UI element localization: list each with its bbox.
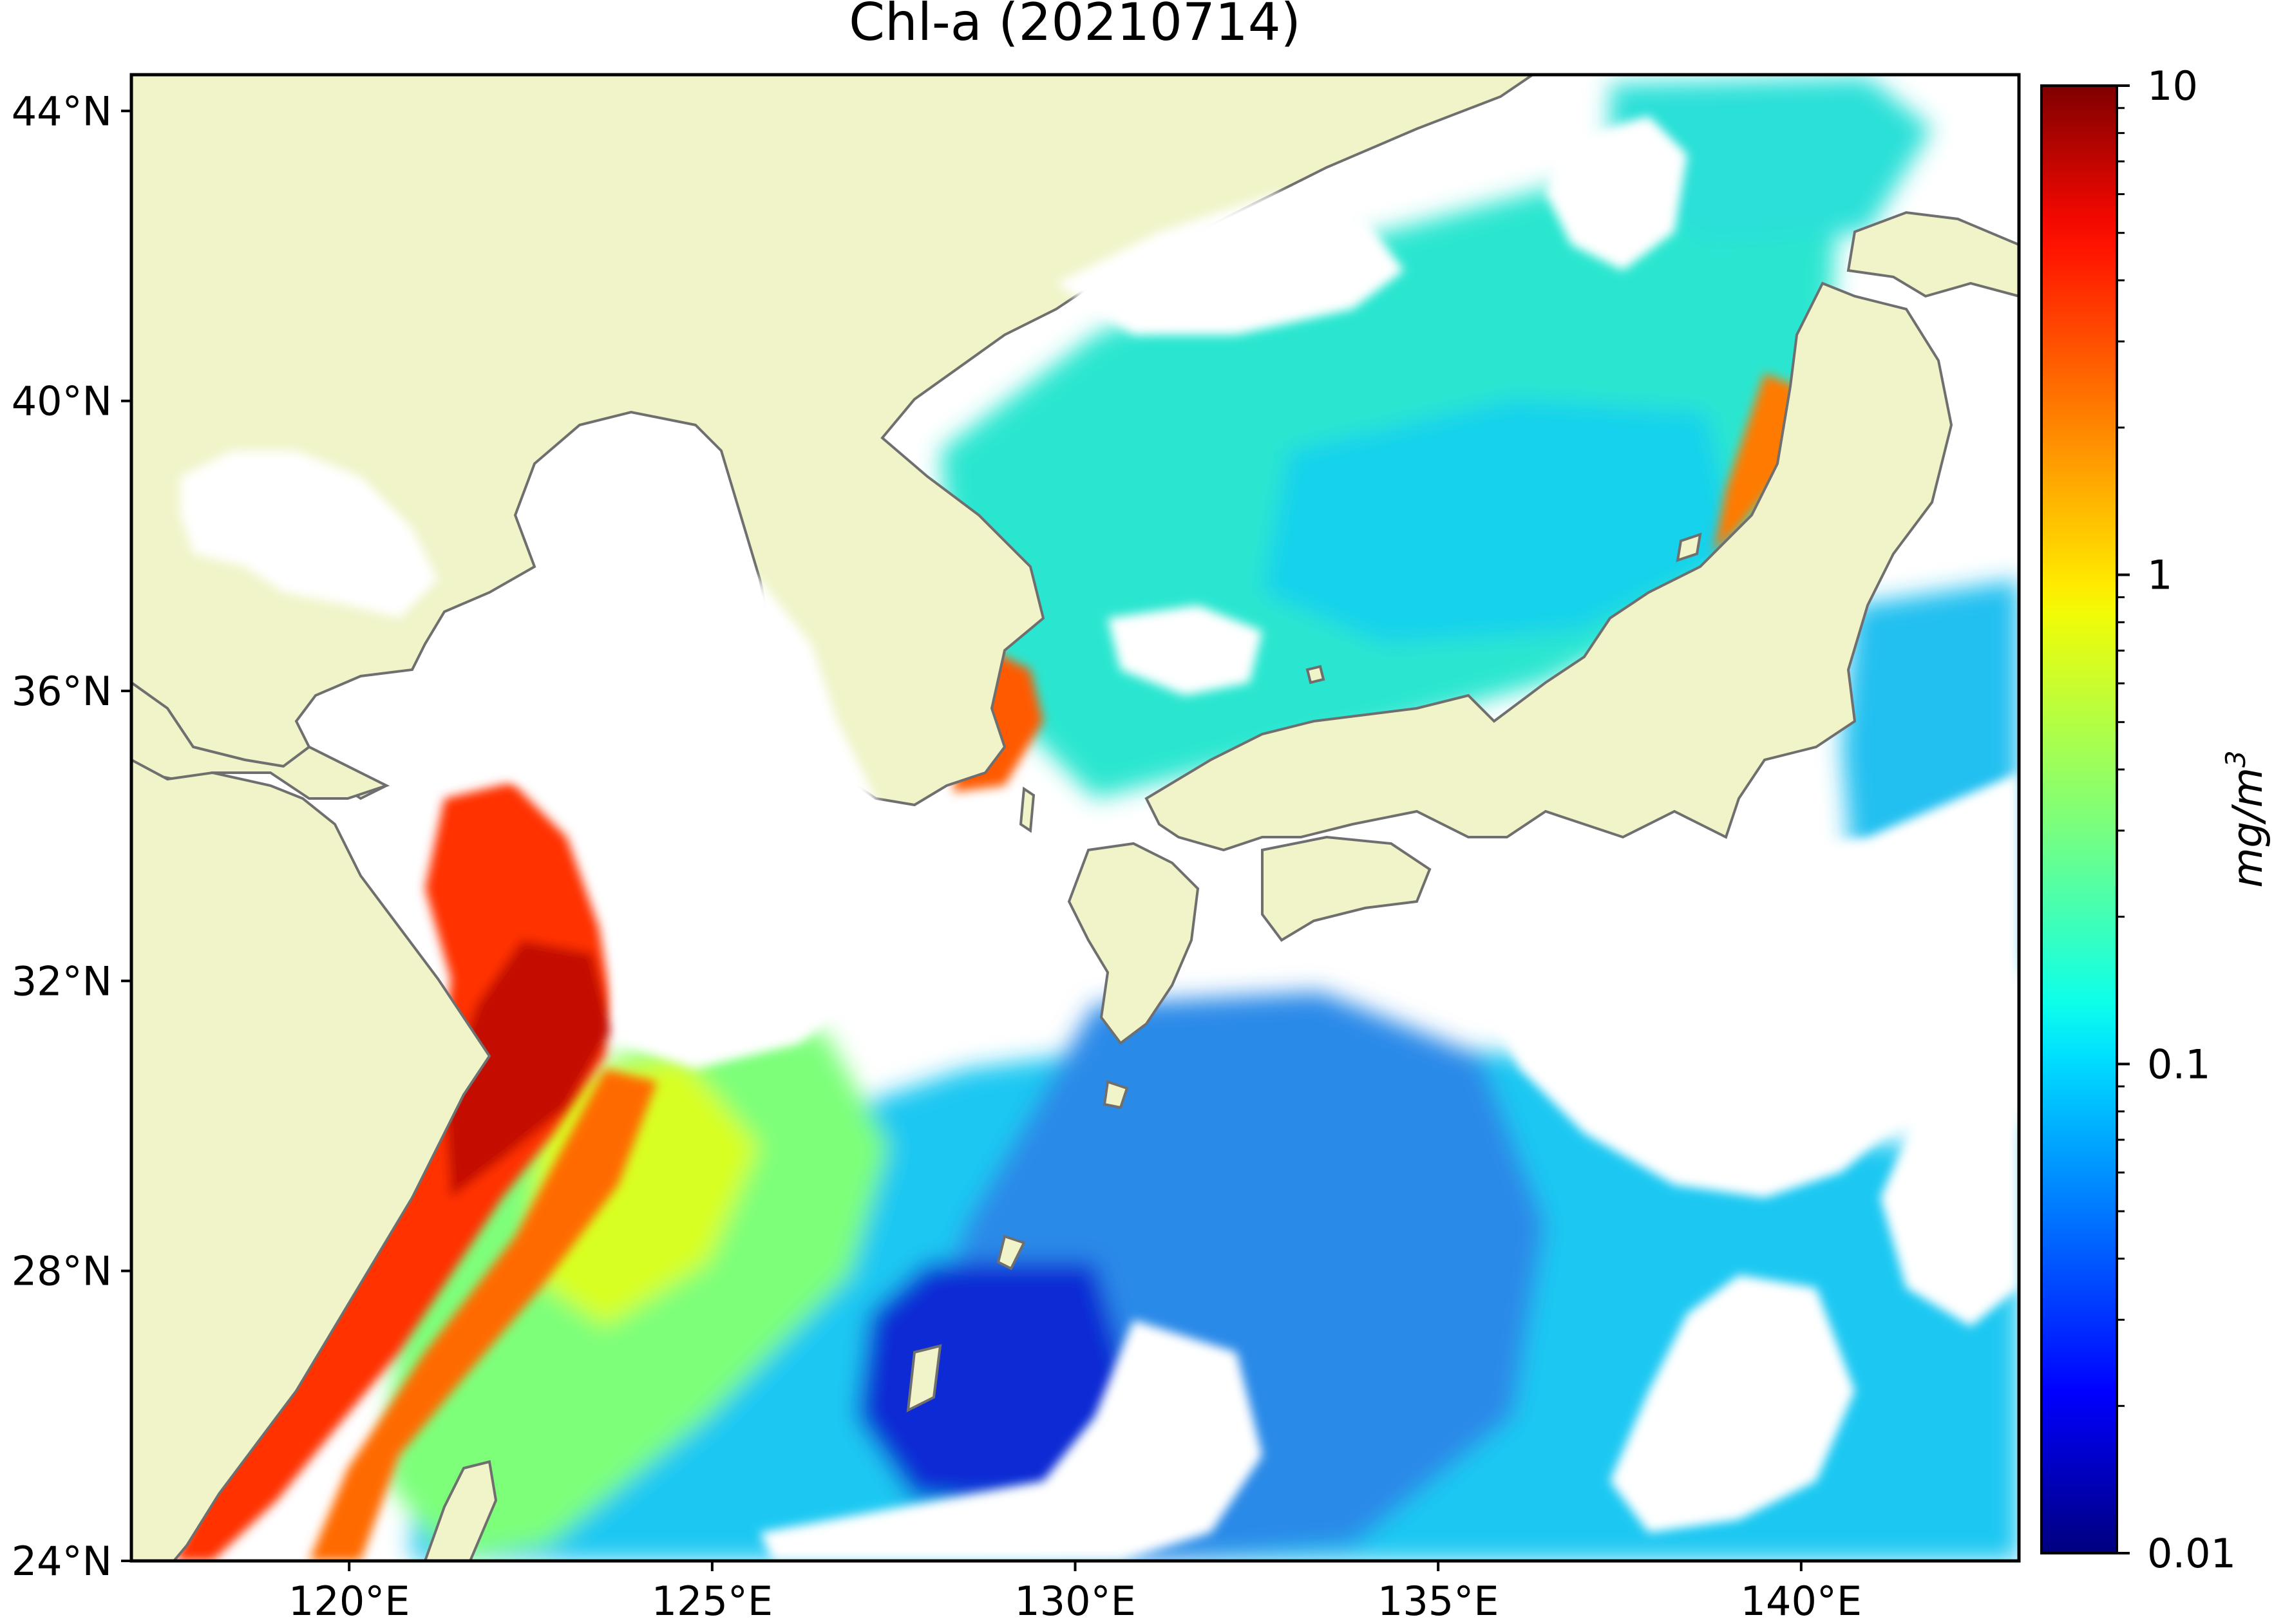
land-okinawa [906, 1344, 942, 1413]
colorbar: 10 1 0.1 0.01 mg/m3 [2040, 62, 2272, 1577]
colorbar-tick-label: 10 [2147, 62, 2198, 109]
land-taiwan [423, 1460, 498, 1561]
land-tsushima [1019, 786, 1036, 833]
colorbar-tick-label: 0.1 [2147, 1041, 2211, 1088]
colorbar-label: mg/m3 [2220, 750, 2272, 888]
no-data-bohai [180, 451, 438, 618]
land-shikoku [1261, 835, 1432, 942]
colorbar-unit-exponent: 3 [2220, 750, 2251, 768]
longitude-axis: 120°E 125°E 130°E 135°E 140°E [289, 1561, 1862, 1624]
lat-tick-label: 28°N [12, 1248, 112, 1295]
colorbar-ticks: 10 1 0.1 0.01 [2117, 62, 2236, 1577]
chl-yangtze-core [444, 940, 612, 1198]
latitude-axis: 44°N 40°N 36°N 32°N 28°N 24°N [12, 88, 131, 1585]
colorbar-tick-label: 1 [2147, 552, 2172, 599]
colorbar-frame [2040, 84, 2118, 1554]
no-data-pacific-far-east [1880, 1082, 2019, 1327]
no-data-yellow-sea [464, 554, 902, 1069]
no-data-pacific-se [1610, 1275, 1855, 1533]
no-data-pacific-east [1468, 773, 2019, 1198]
chl-japan-sea-center [1262, 399, 1739, 644]
lon-tick-label: 135°E [1378, 1578, 1499, 1624]
no-data-japan-sea-ne [1546, 116, 1687, 270]
no-data-masks [180, 116, 2019, 1561]
colorbar-unit: mg/m [2224, 768, 2272, 888]
land-honshu [1144, 281, 1953, 852]
land-kyushu [1067, 842, 1200, 1045]
lat-tick-label: 36°N [12, 668, 112, 715]
chl-pacific-ne-top [1610, 77, 1932, 245]
land-amami [996, 1234, 1026, 1270]
lon-tick-label: 120°E [289, 1578, 410, 1624]
lat-tick-label: 24°N [12, 1538, 112, 1585]
lon-tick-label: 125°E [652, 1578, 773, 1624]
land-yakushima [1103, 1080, 1129, 1109]
no-data-pacific-south [760, 1320, 1262, 1561]
colorbar-gradient [2041, 86, 2117, 1553]
no-data-japan-sea-north [1056, 193, 1404, 335]
land-oki [1305, 665, 1325, 685]
land-sado [1676, 533, 1702, 562]
land-hokkaido [1846, 211, 2019, 298]
lon-tick-label: 140°E [1741, 1578, 1862, 1624]
map-panel [131, 75, 2019, 1561]
chl-japan-coast-n [1713, 373, 1797, 554]
lat-tick-label: 32°N [12, 958, 112, 1005]
chl-coastal-strip [309, 1069, 657, 1561]
land [131, 75, 2019, 1561]
land-china-mainland [131, 758, 491, 1561]
lon-tick-label: 130°E [1014, 1578, 1136, 1624]
lat-tick-label: 44°N [12, 88, 112, 135]
lat-tick-label: 40°N [12, 378, 112, 425]
chlorophyll-field [174, 77, 2019, 1561]
colorbar-tick-label: 0.01 [2147, 1530, 2236, 1577]
no-data-japan-sea-mid [1108, 605, 1262, 695]
chl-low-southern-sea [857, 1262, 1133, 1500]
map-title: Chl-a (20210714) [849, 0, 1301, 52]
